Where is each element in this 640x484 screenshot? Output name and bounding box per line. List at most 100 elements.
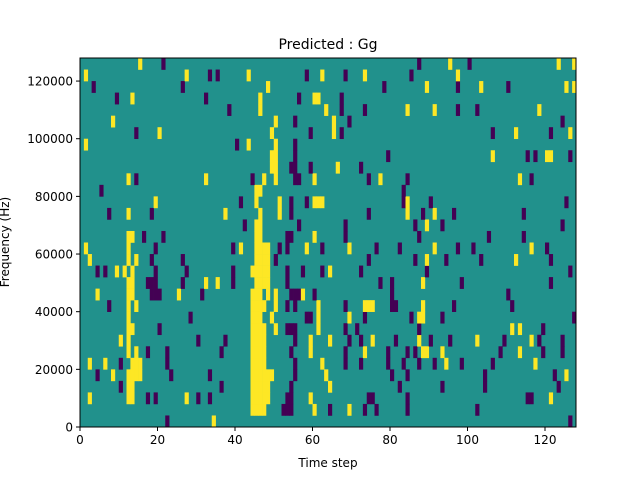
heatmap-cell-low (293, 369, 298, 382)
heatmap-cell-low (328, 403, 333, 416)
heatmap-cell-high (328, 380, 333, 393)
heatmap-cell-low (196, 334, 201, 347)
heatmap-cell-low (293, 334, 298, 347)
heatmap-cell-low (149, 288, 154, 301)
heatmap-cell-low (483, 380, 488, 393)
heatmap-cell-high (254, 277, 259, 289)
heatmap-cell-low (362, 311, 368, 324)
heatmap-cell-high (568, 127, 573, 140)
heatmap-cell-low (510, 300, 515, 312)
heatmap-cell-high (134, 254, 139, 266)
heatmap-cell-low (114, 92, 120, 105)
heatmap-cell-high (424, 254, 430, 266)
heatmap-cell-high (378, 173, 383, 186)
heatmap-cell-high (269, 150, 275, 163)
heatmap-cell-high (262, 346, 267, 359)
heatmap-cell-high (324, 104, 329, 116)
heatmap-cell-low (289, 323, 294, 336)
heatmap-cell-high (572, 58, 577, 70)
heatmap-cell-low (359, 357, 364, 370)
heatmap-cell-high (347, 242, 352, 255)
heatmap-cell-low (529, 392, 534, 405)
heatmap-cell-high (118, 334, 123, 347)
heatmap-cell-high (254, 230, 259, 243)
heatmap-cell-low (370, 392, 375, 405)
heatmap-cell-low (304, 69, 309, 82)
heatmap-cell-high (238, 242, 244, 255)
heatmap-cell-high (258, 219, 263, 232)
heatmap-cell-high (548, 392, 554, 405)
heatmap-cell-low (118, 380, 123, 393)
heatmap-cell-high (258, 104, 263, 116)
heatmap-cell-high (266, 265, 271, 278)
heatmap-cell-low (285, 300, 290, 312)
heatmap-cell-low (560, 334, 565, 347)
heatmap-cell-high (87, 357, 92, 370)
heatmap-cell-low (486, 230, 492, 243)
heatmap-cell-low (293, 115, 298, 128)
heatmap-cell-low (91, 81, 96, 93)
heatmap-cell-low (169, 369, 174, 382)
heatmap-cell-low (452, 207, 457, 220)
heatmap-cell-high (432, 207, 437, 220)
heatmap-cell-low (421, 207, 426, 220)
heatmap-cell-low (378, 277, 383, 289)
heatmap-cell-low (537, 334, 542, 347)
heatmap-cell-high (114, 265, 120, 278)
heatmap-cell-high (266, 254, 271, 266)
heatmap-cell-high (269, 161, 275, 174)
heatmap-cell-high (258, 288, 263, 301)
heatmap-cell-high (273, 115, 278, 128)
heatmap-cell-high (130, 369, 135, 382)
heatmap-cell-high (126, 334, 131, 347)
heatmap-cell-low (339, 104, 344, 116)
heatmap-cell-high (258, 311, 263, 324)
heatmap-cell-low (238, 196, 244, 209)
heatmap-cell-low (285, 403, 290, 416)
heatmap-cell-low (533, 150, 538, 163)
x-tick-label: 80 (382, 433, 397, 447)
heatmap-cell-high (331, 115, 337, 128)
heatmap-cell-low (285, 277, 290, 289)
heatmap-cell-high (258, 207, 263, 220)
heatmap-cell-low (184, 265, 189, 278)
heatmap-cell-low (107, 207, 112, 220)
heatmap-cell-high (277, 196, 282, 209)
heatmap-cell-high (300, 288, 306, 301)
heatmap-cell-low (289, 230, 294, 243)
heatmap-cell-high (204, 173, 209, 186)
heatmap-cell-low (459, 357, 464, 370)
heatmap-cell-high (258, 369, 263, 382)
plot-frame (79, 57, 577, 428)
heatmap-cell-low (343, 323, 348, 336)
y-axis: 0 20000 40000 60000 80000 100000 120000 (27, 75, 80, 435)
heatmap-cell-low (250, 173, 255, 186)
heatmap-cell-high (262, 369, 267, 382)
heatmap-cell-low (289, 392, 294, 405)
heatmap-cell-low (223, 334, 228, 347)
heatmap-cell-low (444, 254, 449, 266)
heatmap-cell-low (428, 196, 433, 209)
heatmap-cell-high (153, 196, 158, 209)
heatmap-cell-high (266, 277, 271, 289)
heatmap-cell-high (126, 380, 131, 393)
heatmap-cell-high (83, 242, 89, 255)
heatmap-cell-high (204, 277, 209, 289)
heatmap-cell-low (285, 323, 290, 336)
heatmap-cell-high (273, 288, 278, 301)
heatmap-cell-low (99, 184, 104, 197)
heatmap-cell-low (343, 69, 348, 82)
heatmap-cell-low (196, 392, 201, 405)
heatmap-cell-low (455, 81, 461, 93)
heatmap-cell-low (293, 173, 298, 186)
heatmap-cell-high (262, 254, 267, 266)
heatmap-cell-low (413, 346, 418, 359)
x-axis-label: Time step (297, 456, 357, 470)
heatmap-cell-low (134, 127, 139, 140)
heatmap-cell-high (250, 369, 255, 382)
heatmap-cell-high (122, 265, 127, 278)
heatmap-cell-high (424, 81, 430, 93)
heatmap-cell-low (219, 380, 224, 393)
heatmap-cell-high (572, 81, 577, 93)
heatmap-cell-high (130, 265, 135, 278)
